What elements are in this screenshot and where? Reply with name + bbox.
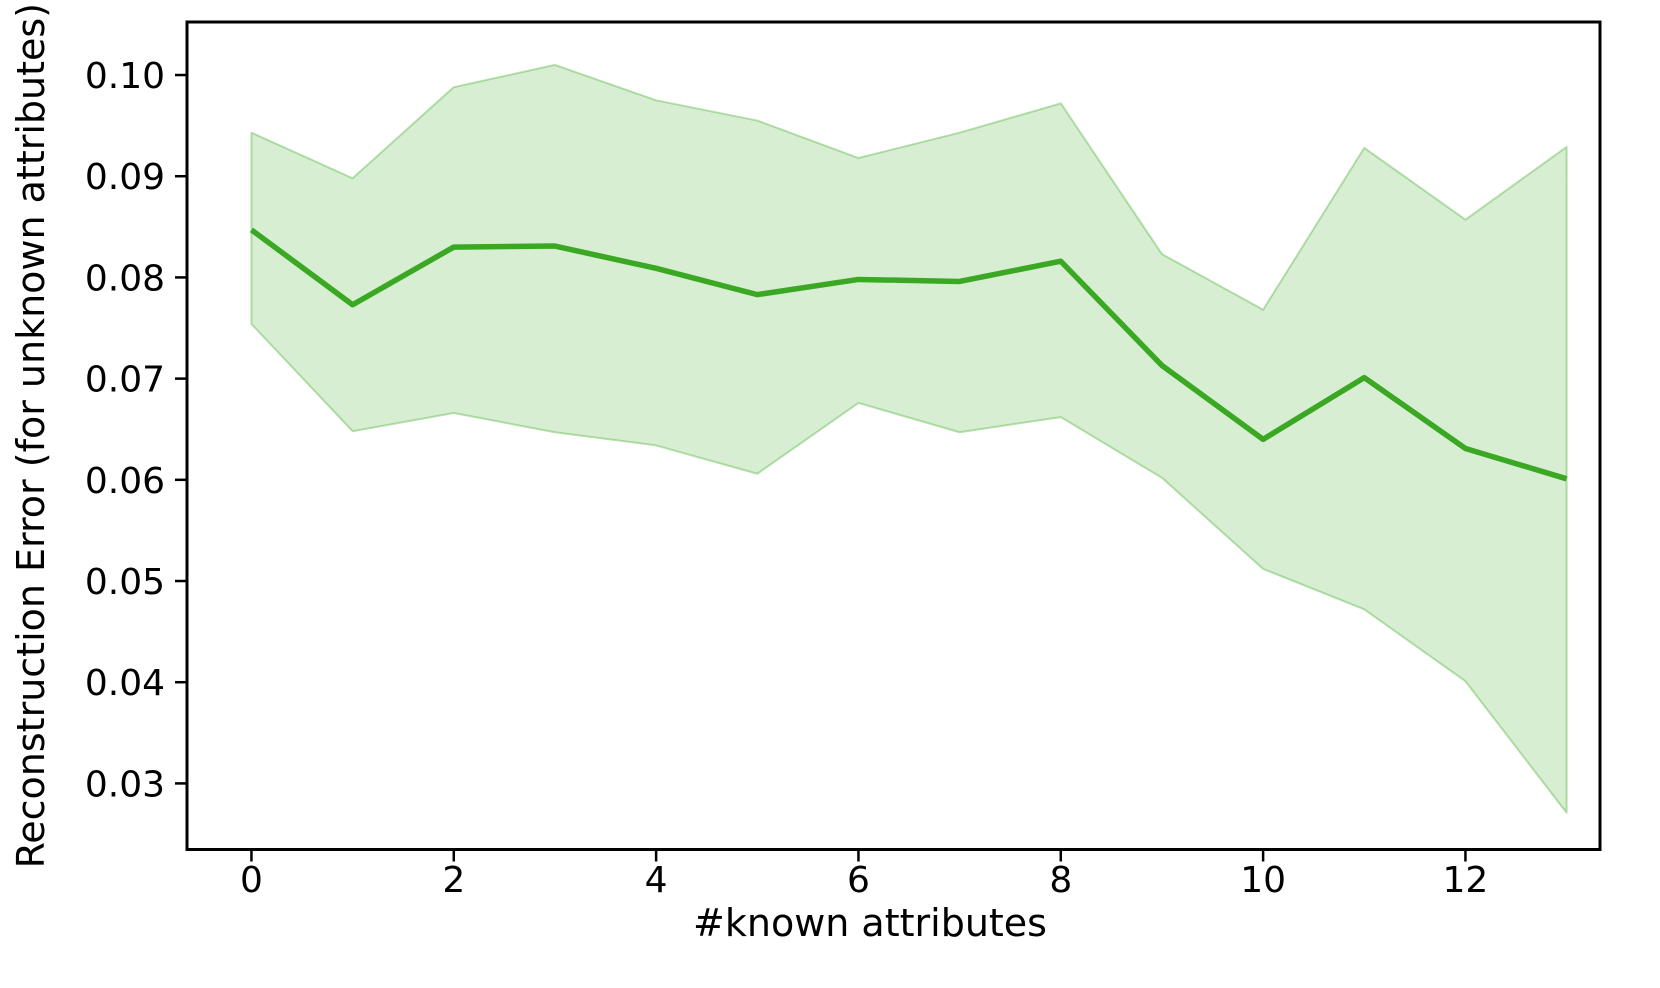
x-tick-label: 0 bbox=[240, 860, 263, 901]
x-tick-label: 12 bbox=[1443, 860, 1489, 901]
x-tick-label: 8 bbox=[1049, 860, 1072, 901]
y-tick-label: 0.06 bbox=[85, 461, 165, 502]
x-tick-label: 10 bbox=[1240, 860, 1286, 901]
y-tick-label: 0.04 bbox=[85, 663, 165, 704]
mean-line bbox=[249, 227, 1568, 482]
y-axis-label: Reconstruction Error (for unknown attrib… bbox=[9, 3, 53, 868]
plot-content bbox=[249, 63, 1568, 814]
y-tick-label: 0.09 bbox=[85, 157, 165, 198]
y-tick-label: 0.07 bbox=[85, 360, 165, 401]
y-tick-label: 0.10 bbox=[85, 56, 165, 97]
confidence-band bbox=[250, 63, 1568, 814]
y-tick-label: 0.05 bbox=[85, 562, 165, 603]
y-tick-label: 0.08 bbox=[85, 258, 165, 299]
x-tick-label: 6 bbox=[847, 860, 870, 901]
x-tick-label: 4 bbox=[645, 860, 668, 901]
y-tick-label: 0.03 bbox=[85, 764, 165, 805]
tick-layer: 0 2 4 6 8 10 12 0.10 0.09 0.08 0.07 0.06 0.05 0.04 0.0… bbox=[85, 56, 1489, 901]
x-tick-label: 2 bbox=[442, 860, 465, 901]
axes-spines bbox=[185, 20, 1602, 851]
x-axis-label: #known attributes bbox=[693, 901, 1047, 945]
